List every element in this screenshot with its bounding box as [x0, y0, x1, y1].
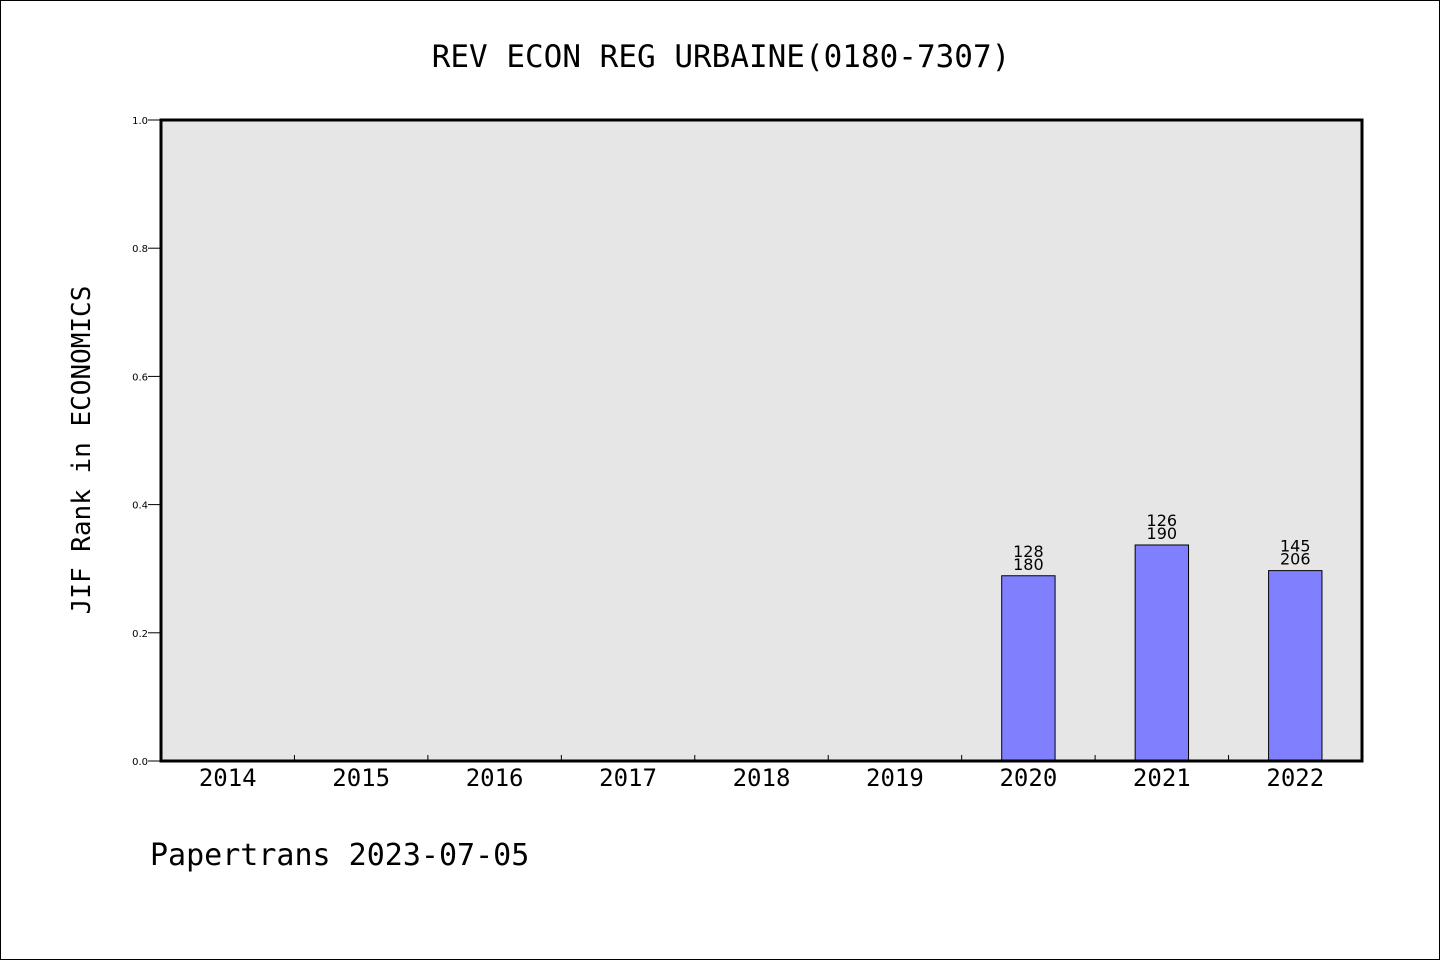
bar-total-label: 190: [1147, 524, 1178, 543]
x-tick-label: 2020: [999, 764, 1057, 792]
x-tick-label: 2018: [733, 764, 791, 792]
x-axis: 2014 2015 2016 2017 2018 2019 2020 2021 2022: [199, 755, 1324, 792]
y-axis: 0.0 0.2 0.4 0.6 0.8 1.0: [132, 116, 161, 768]
y-tick-label: 0.8: [132, 244, 148, 255]
y-axis-label: JIF Rank in ECONOMICS: [67, 286, 97, 615]
y-tick-label: 0.6: [132, 372, 148, 383]
bar-rank-label: 145: [1280, 537, 1311, 556]
bar-total-label: 180: [1013, 555, 1044, 574]
x-tick-label: 2022: [1266, 764, 1324, 792]
bar-rank-label: 128: [1013, 542, 1044, 561]
y-tick-label: 1.0: [132, 116, 148, 127]
bar-2020: [1001, 575, 1056, 762]
x-tick-label: 2014: [199, 764, 257, 792]
x-tick-label: 2016: [466, 764, 524, 792]
y-tick-label: 0.4: [132, 501, 148, 512]
y-tick-label: 0.2: [132, 629, 148, 640]
bar-series: [1001, 544, 1323, 762]
footer-text: Papertrans 2023-07-05: [150, 838, 529, 873]
x-tick-label: 2019: [866, 764, 924, 792]
x-tick-label: 2015: [332, 764, 390, 792]
bar-2022: [1268, 570, 1323, 762]
plot-border: [159, 118, 1364, 763]
x-tick-label: 2017: [599, 764, 657, 792]
bar-total-label: 206: [1280, 550, 1311, 569]
chart-title: REV ECON REG URBAINE(0180-7307): [432, 39, 1011, 75]
x-tick-label: 2021: [1133, 764, 1191, 792]
y-tick-label: 0.0: [132, 757, 148, 768]
bar-rank-label: 126: [1147, 511, 1178, 530]
bar-2021: [1134, 544, 1190, 762]
